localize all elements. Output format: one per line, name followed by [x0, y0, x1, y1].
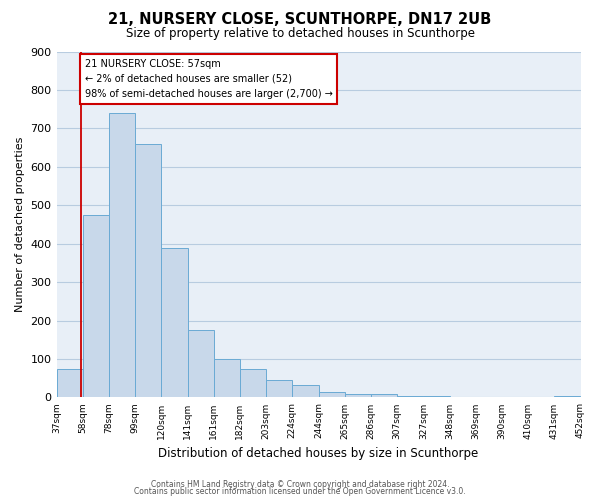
Bar — [397, 396, 424, 398]
Bar — [266, 380, 292, 398]
Bar — [83, 215, 109, 398]
Text: 21 NURSERY CLOSE: 57sqm
← 2% of detached houses are smaller (52)
98% of semi-det: 21 NURSERY CLOSE: 57sqm ← 2% of detached… — [85, 59, 332, 99]
Bar — [554, 396, 580, 398]
Bar — [449, 396, 476, 398]
Bar — [424, 396, 449, 398]
Y-axis label: Number of detached properties: Number of detached properties — [15, 137, 25, 312]
Text: Contains HM Land Registry data © Crown copyright and database right 2024.: Contains HM Land Registry data © Crown c… — [151, 480, 449, 489]
Bar — [135, 144, 161, 398]
Bar — [56, 368, 83, 398]
Bar — [371, 394, 397, 398]
Text: Contains public sector information licensed under the Open Government Licence v3: Contains public sector information licen… — [134, 487, 466, 496]
Bar — [292, 384, 319, 398]
Bar — [109, 113, 135, 398]
X-axis label: Distribution of detached houses by size in Scunthorpe: Distribution of detached houses by size … — [158, 447, 479, 460]
Bar — [161, 248, 188, 398]
Bar — [240, 368, 266, 398]
Text: 21, NURSERY CLOSE, SCUNTHORPE, DN17 2UB: 21, NURSERY CLOSE, SCUNTHORPE, DN17 2UB — [109, 12, 491, 28]
Bar — [319, 392, 345, 398]
Bar — [214, 359, 240, 398]
Bar — [188, 330, 214, 398]
Text: Size of property relative to detached houses in Scunthorpe: Size of property relative to detached ho… — [125, 28, 475, 40]
Bar — [345, 394, 371, 398]
